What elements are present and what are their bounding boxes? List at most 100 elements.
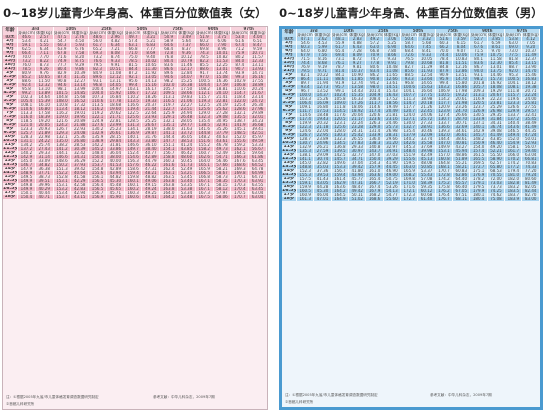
female-table-row: 4岁 95.8 13.10 98.1 13.99 100.4 14.97 103.1 16.17…: [3, 87, 267, 91]
height-cell: 172.7: [469, 165, 488, 169]
weight-cell: 25.62: [213, 107, 232, 111]
female-table-row: 6.5岁 110.6 16.80 113.4 18.12 116.2 19.60 119.4 2…: [3, 107, 267, 111]
weight-cell: 47.31: [348, 181, 367, 185]
weight-cell: 62.57: [487, 161, 506, 165]
weight-cell: 9.71: [313, 69, 332, 73]
weight-cell: 82.05: [521, 185, 540, 189]
height-cell: 114.7: [230, 91, 250, 95]
height-cell: 138.5: [195, 123, 214, 127]
female-table-row: 6岁 108.1 16.10 110.8 17.32 113.5 18.68 116.6 20.…: [3, 103, 267, 107]
female-table-row: 5岁 102.3 14.64 104.8 15.68 107.3 16.84 110.2 18.…: [3, 95, 267, 99]
weight-label: 体重(kg): [383, 33, 402, 37]
height-cell: 179.5: [469, 185, 488, 189]
weight-cell: 13.99: [70, 87, 90, 91]
weight-cell: 12.32: [35, 83, 54, 87]
weight-cell: 67.51: [452, 193, 471, 197]
height-cell: 96.8: [400, 81, 419, 85]
male-table-row: 12.5岁 141.1 30.74 145.7 34.71 150.4 39.29 155.6…: [282, 157, 540, 161]
age-cell: 11岁: [282, 145, 297, 149]
age-cell: 14.5岁: [282, 173, 297, 177]
height-cell: 81.8: [504, 57, 523, 61]
height-cell: 174.2: [435, 177, 454, 181]
weight-cell: 61.40: [417, 197, 436, 201]
height-label: 身高(cm): [469, 33, 488, 37]
height-cell: 156.3: [124, 159, 143, 163]
height-cell: 73.2: [88, 55, 107, 59]
height-cell: 99.4: [435, 81, 454, 85]
height-cell: 64.6: [159, 43, 179, 47]
height-cell: 162.1: [230, 147, 250, 151]
weight-cell: 31.84: [487, 117, 506, 121]
height-cell: 53.8: [504, 37, 523, 41]
height-cell: 66.8: [124, 47, 143, 51]
height-cell: 85.4: [504, 61, 523, 65]
weight-cell: 21.71: [106, 115, 125, 119]
weight-cell: 29.89: [248, 111, 267, 115]
weight-cell: 29.35: [487, 113, 506, 117]
weight-cell: 22.24: [348, 121, 367, 125]
female-table-row: 10岁 128.3 22.98 132.1 25.36 135.9 28.15 140.1 31…: [3, 135, 267, 139]
height-cell: 142.9: [17, 155, 36, 159]
male-reference: 参考文献：中华儿科杂志，2009年7期: [430, 393, 492, 397]
height-cell: 114.6: [365, 105, 384, 109]
height-cell: 95.3: [504, 73, 523, 77]
weight-cell: 52.93: [521, 141, 540, 145]
weight-cell: 40.71: [35, 195, 54, 199]
height-cell: 149.7: [124, 147, 143, 151]
height-cell: 110.8: [53, 103, 72, 107]
height-cell: 74.9: [53, 59, 72, 63]
weight-cell: 30.71: [452, 121, 471, 125]
male-table-row: 8岁 119.9 20.32 123.1 22.24 126.3 24.46 130.0 27.…: [282, 121, 540, 125]
weight-cell: 10.51: [106, 67, 125, 71]
weight-cell: 40.77: [141, 151, 161, 155]
weight-cell: 5.99: [313, 45, 332, 49]
height-cell: 117.7: [400, 105, 419, 109]
height-cell: 110.5: [435, 93, 454, 97]
weight-cell: 44.82: [106, 175, 125, 179]
age-cell: 7岁: [3, 111, 18, 115]
weight-cell: 22.24: [521, 93, 540, 97]
age-cell: 5岁: [282, 97, 297, 101]
weight-cell: 39.42: [70, 167, 90, 171]
weight-cell: 24.00: [521, 97, 540, 101]
height-cell: 104.4: [195, 83, 214, 87]
weight-cell: 32.77: [348, 153, 367, 157]
height-cell: 139.5: [331, 149, 350, 153]
height-cell: 54.7: [53, 39, 72, 43]
age-cell: 12月: [3, 55, 18, 59]
weight-cell: 48.82: [141, 175, 161, 179]
weight-cell: 11.08: [383, 69, 402, 73]
height-cell: 141.9: [230, 123, 250, 127]
weight-cell: 39.51: [35, 179, 54, 183]
weight-cell: 54.77: [383, 193, 402, 197]
weight-cell: 20.18: [417, 101, 436, 105]
weight-cell: 9.36: [177, 51, 196, 55]
weight-cell: 14.65: [417, 81, 436, 85]
weight-cell: 6.34: [35, 47, 54, 51]
height-cell: 132.3: [331, 137, 350, 141]
weight-cell: 20.61: [452, 97, 471, 101]
height-cell: 63.0: [504, 41, 523, 45]
height-cell: 166.7: [365, 181, 384, 185]
height-cell: 145.0: [17, 159, 36, 163]
weight-cell: 29.33: [348, 145, 367, 149]
weight-cell: 16.36: [213, 79, 232, 83]
height-cell: 164.9: [331, 197, 350, 201]
height-cell: 135.4: [400, 129, 419, 133]
weight-cell: 29.66: [383, 137, 402, 141]
height-cell: 88.6: [195, 67, 214, 71]
height-cell: 164.0: [159, 191, 179, 195]
height-cell: 138.3: [365, 141, 384, 145]
age-cell: 6月: [3, 47, 18, 51]
weight-cell: 41.80: [348, 169, 367, 173]
height-cell: 76.1: [331, 61, 350, 65]
weight-cell: 33.72: [177, 131, 196, 135]
height-cell: 116.6: [124, 103, 143, 107]
height-cell: 144.4: [159, 135, 179, 139]
height-cell: 88.5: [400, 73, 419, 77]
weight-cell: 64.99: [248, 171, 267, 175]
age-cell: 15.5岁: [3, 179, 18, 183]
weight-cell: 17.50: [177, 87, 196, 91]
height-cell: 134.2: [17, 143, 36, 147]
height-cell: 57.2: [365, 41, 384, 45]
